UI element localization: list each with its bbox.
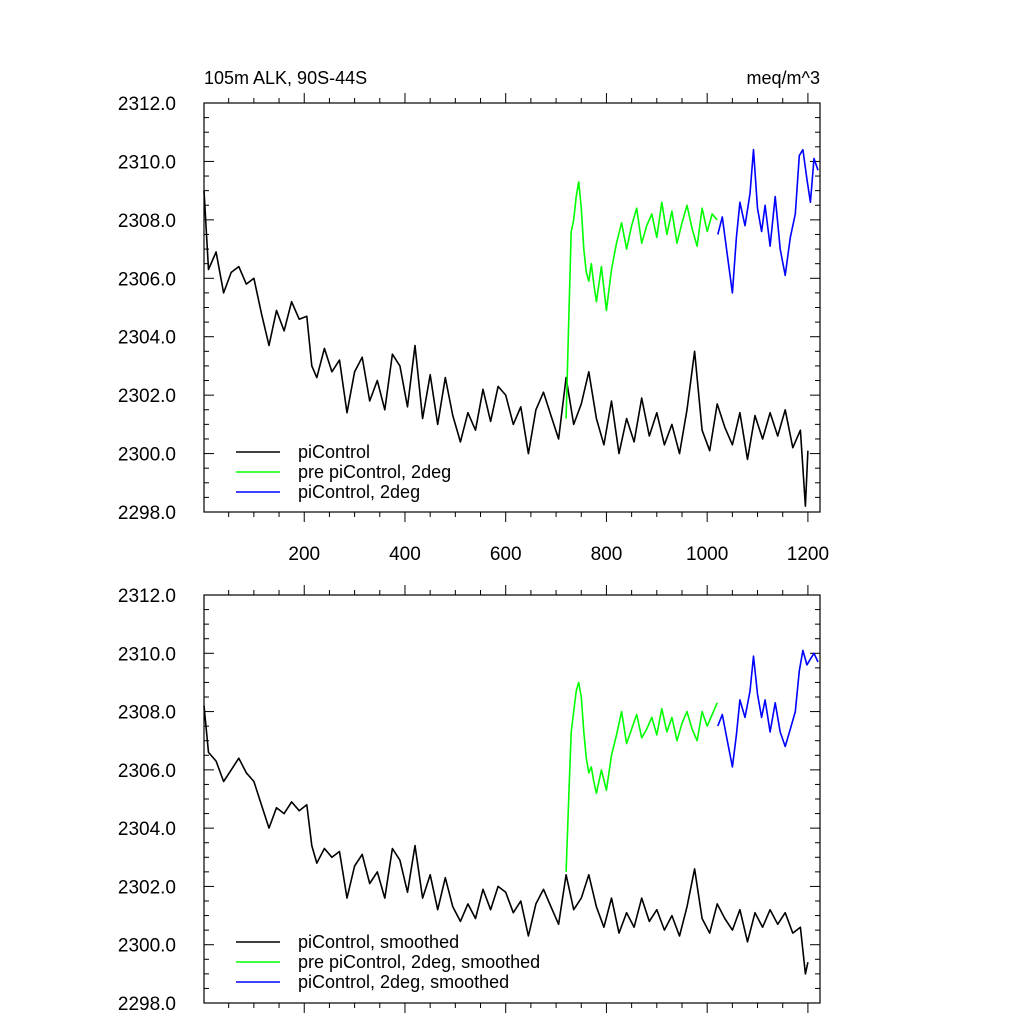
y-tick-label: 2312.0 (118, 94, 176, 115)
top-panel: 2298.0 2300.0 2302.0 2304.0 2306.0 2308.0 2310… (118, 93, 829, 565)
bottom-panel: 2298.0 2300.0 2302.0 2304.0 2306.0 2308.0 2310… (118, 585, 821, 1015)
x-tick-label: 200 (288, 544, 320, 565)
legend-label: piControl, 2deg (298, 482, 420, 502)
y-tick-label: 2310.0 (118, 644, 176, 665)
y-tick-label: 2304.0 (118, 328, 176, 349)
legend-label: pre piControl, 2deg, smoothed (298, 952, 540, 972)
units-label: meq/m^3 (747, 68, 820, 88)
y-tick-label: 2310.0 (118, 152, 176, 173)
y-tick-label: 2308.0 (118, 703, 176, 724)
series-line-1 (203, 190, 809, 508)
x-tick-label: 600 (490, 544, 522, 565)
y-tick-label: 2306.0 (118, 269, 176, 290)
y-tick-label: 2312.0 (118, 586, 176, 607)
series-line-1 (203, 705, 809, 975)
series-line-3 (717, 148, 819, 294)
y-tick-label: 2302.0 (118, 877, 176, 898)
series-line-2 (565, 181, 718, 419)
y-tick-label: 2298.0 (118, 994, 176, 1015)
legend-label: pre piControl, 2deg (298, 462, 451, 482)
legend-label: piControl, 2deg, smoothed (298, 972, 509, 992)
x-tick-label: 1200 (787, 544, 829, 565)
y-tick-label: 2300.0 (118, 936, 176, 957)
y-tick-label: 2306.0 (118, 761, 176, 782)
y-tick-label: 2302.0 (118, 386, 176, 407)
legend-label: piControl, smoothed (298, 932, 459, 952)
x-tick-label: 400 (389, 544, 421, 565)
legend-label: piControl (298, 442, 370, 462)
series-line-3 (717, 649, 819, 768)
y-tick-label: 2300.0 (118, 445, 176, 466)
y-tick-label: 2308.0 (118, 211, 176, 232)
x-tick-label: 1000 (686, 544, 728, 565)
series-line-2 (565, 681, 718, 872)
y-tick-label: 2304.0 (118, 819, 176, 840)
y-tick-label: 2298.0 (118, 503, 176, 524)
x-tick-label: 800 (591, 544, 623, 565)
chart-title: 105m ALK, 90S-44S (204, 68, 367, 88)
